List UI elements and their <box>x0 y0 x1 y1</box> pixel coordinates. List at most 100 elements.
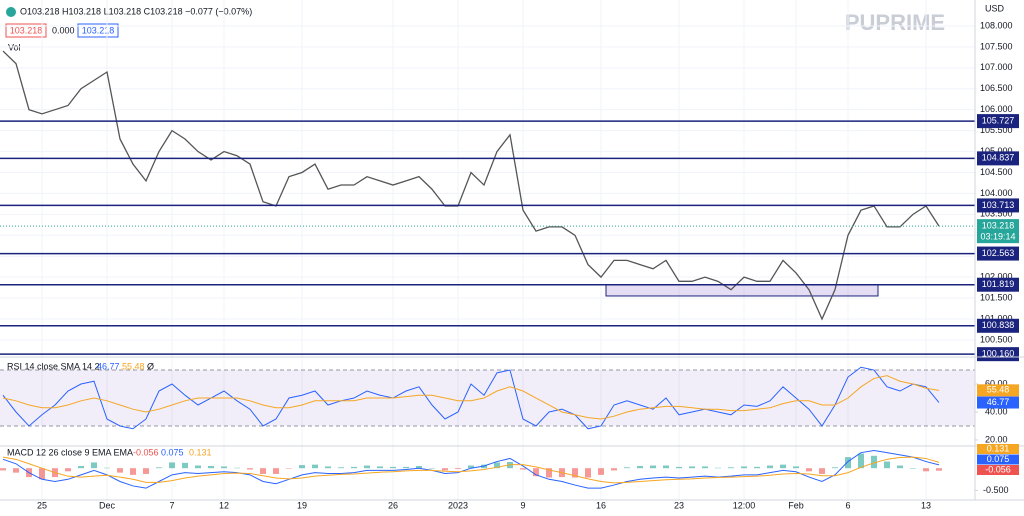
histogram-bar <box>533 468 539 477</box>
histogram-bar <box>741 466 747 469</box>
y-tick-label: 104.500 <box>980 167 1013 177</box>
macd-line <box>2 456 940 484</box>
histogram-bar <box>416 465 422 469</box>
level-label-box <box>977 347 1019 362</box>
histogram-bar <box>351 466 357 469</box>
value-box <box>977 454 1019 465</box>
x-tick-label: 26 <box>388 500 398 510</box>
rsi-line <box>2 366 940 430</box>
ask: 103.218 <box>82 25 115 35</box>
y-tick-label: 20.00 <box>985 434 1008 444</box>
histogram-bar <box>156 467 162 469</box>
histogram-bar <box>923 468 929 472</box>
histogram-bar <box>234 467 240 469</box>
histogram-bar <box>78 465 84 469</box>
value-box-label: 46.77 <box>987 397 1010 407</box>
histogram-bar <box>845 457 851 469</box>
y-tick-label: 104.000 <box>980 188 1013 198</box>
spread: 0.000 <box>52 25 75 35</box>
bid-box <box>5 23 47 38</box>
value-box <box>977 396 1019 409</box>
symbol-icon <box>6 7 16 17</box>
histogram-bar <box>676 466 682 469</box>
y-tick-label: 107.500 <box>980 41 1013 51</box>
histogram-bar <box>247 468 253 470</box>
logo: PUPRIME <box>845 10 945 35</box>
histogram-bar <box>494 462 500 469</box>
y-tick-label: 60.00 <box>985 378 1008 388</box>
x-tick-label: Dec <box>99 500 116 510</box>
histogram-bar <box>260 468 266 474</box>
histogram-bar <box>65 468 71 472</box>
histogram-bar <box>715 467 721 469</box>
histogram-bar <box>286 468 292 469</box>
value-box <box>977 384 1019 397</box>
histogram-bar <box>0 468 6 471</box>
countdown: 03:19:14 <box>980 232 1015 242</box>
histogram-bar <box>598 468 604 475</box>
histogram-bar <box>429 468 435 469</box>
y-tick-label: 101.500 <box>980 292 1013 302</box>
histogram-bar <box>650 465 656 469</box>
level-label: 103.713 <box>982 200 1015 210</box>
histogram-bar <box>91 462 97 469</box>
y-tick-label: 102.000 <box>980 272 1013 282</box>
value-box-label: 0.131 <box>987 443 1010 453</box>
level-label-box <box>977 151 1019 166</box>
y-tick-label: -0.500 <box>983 485 1009 495</box>
x-tick-label: 6 <box>845 500 850 510</box>
histogram-bar <box>871 455 877 469</box>
value-box <box>977 465 1019 475</box>
level-label-box <box>977 198 1019 213</box>
histogram-bar <box>884 461 890 469</box>
histogram-bar <box>806 468 812 472</box>
histogram-bar <box>325 466 331 469</box>
level-label-box <box>977 318 1019 333</box>
x-tick-label: 12 <box>219 500 229 510</box>
x-tick-label: 2023 <box>448 500 468 510</box>
symbol: Ø <box>147 361 154 371</box>
histogram-bar <box>117 468 123 473</box>
histogram-bar <box>364 465 370 469</box>
y-tick-label: 107.000 <box>980 62 1013 72</box>
zone <box>605 284 879 297</box>
rsi-line <box>2 375 940 420</box>
y-tick-label: 100.500 <box>980 334 1013 344</box>
histogram-bar <box>455 468 461 470</box>
x-tick-label: 23 <box>674 500 684 510</box>
currency: USD <box>985 3 1005 13</box>
x-tick-label: 25 <box>37 500 47 510</box>
histogram-bar <box>442 468 448 471</box>
last-price-box <box>977 219 1019 244</box>
histogram-bar <box>936 468 942 471</box>
histogram-bar <box>910 468 916 469</box>
histogram-bar <box>312 464 318 469</box>
bid: 103.218 <box>10 25 43 35</box>
histogram-bar <box>273 468 279 474</box>
x-tick-label: 9 <box>520 500 525 510</box>
histogram-bar <box>377 466 383 469</box>
macd-value: 0.131 <box>189 447 212 457</box>
histogram-bar <box>754 466 760 469</box>
level-label: 101.819 <box>982 279 1015 289</box>
histogram-bar <box>767 465 773 469</box>
histogram-bar <box>780 464 786 469</box>
x-tick-label: 7 <box>169 500 174 510</box>
y-tick-label: 105.500 <box>980 125 1013 135</box>
histogram-bar <box>546 468 552 478</box>
rsi-value: 46.77 <box>97 361 120 371</box>
histogram-bar <box>468 465 474 469</box>
value-box-label: -0.056 <box>985 464 1011 474</box>
level-label: 105.727 <box>982 115 1015 125</box>
y-tick-label: 106.500 <box>980 83 1013 93</box>
histogram-bar <box>39 468 45 480</box>
histogram-bar <box>390 466 396 469</box>
rsi-band <box>0 370 975 426</box>
x-tick-label: Feb <box>788 500 804 510</box>
level-label-box <box>977 277 1019 292</box>
level-label-box <box>977 114 1019 129</box>
histogram-bar <box>221 466 227 469</box>
macd-value: -0.056 <box>133 447 159 457</box>
histogram-bar <box>130 468 136 475</box>
histogram-bar <box>858 453 864 469</box>
